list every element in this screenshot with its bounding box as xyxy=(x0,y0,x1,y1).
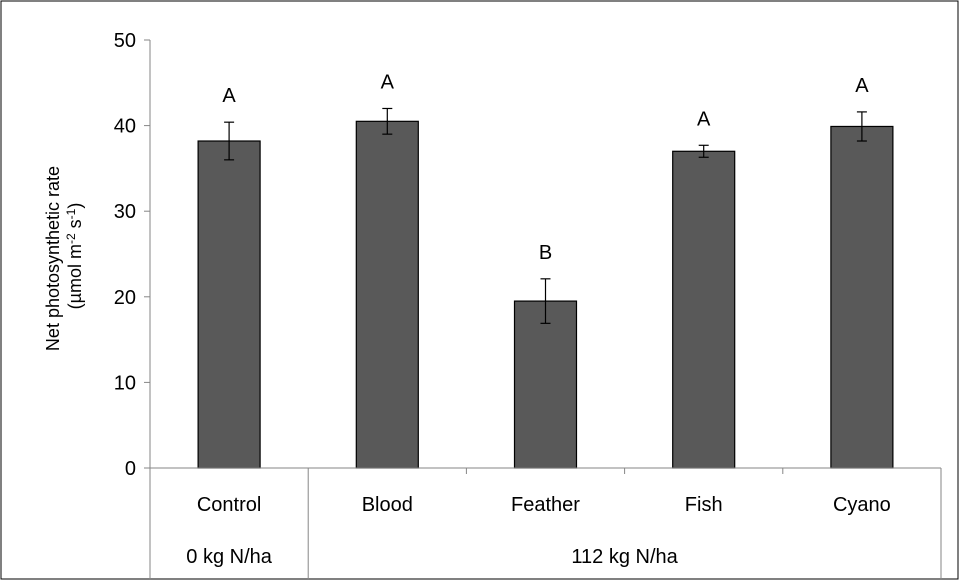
y-axis-label-close: ) xyxy=(65,203,85,209)
significance-letter: B xyxy=(539,242,552,264)
y-tick-label: 40 xyxy=(114,116,136,138)
group-label: 0 kg N/ha xyxy=(186,546,272,568)
bar xyxy=(197,140,261,469)
y-tick-label: 20 xyxy=(114,287,136,309)
y-tick-label: 0 xyxy=(125,458,136,480)
category-label: Feather xyxy=(511,494,580,516)
y-tick-labels: 0 10 20 30 40 50 xyxy=(114,30,136,480)
significance-letters: A A B A A xyxy=(222,71,869,263)
y-axis-label-line1: Net photosynthetic rate xyxy=(43,166,63,351)
category-label: Blood xyxy=(362,494,413,516)
y-axis xyxy=(144,39,151,469)
bars xyxy=(197,120,894,469)
error-bars xyxy=(224,107,867,324)
y-axis-label-line2: (µmol m-2 s-1) xyxy=(64,203,85,310)
significance-letter: A xyxy=(855,75,869,97)
significance-letter: A xyxy=(222,85,236,107)
y-axis-label-sup2: -1 xyxy=(64,208,78,219)
bar xyxy=(830,125,894,469)
category-label: Fish xyxy=(685,494,723,516)
y-axis-label-unit-s: s xyxy=(65,219,85,233)
significance-letter: A xyxy=(381,71,395,93)
group-label: 112 kg N/ha xyxy=(571,546,678,568)
y-axis-label-sup1: -2 xyxy=(64,233,78,244)
bar xyxy=(355,120,419,469)
y-axis-label: Net photosynthetic rate (µmol m-2 s-1) xyxy=(43,161,85,351)
y-axis-label-unit: (µmol m xyxy=(65,244,85,309)
y-tick-label: 50 xyxy=(114,30,136,52)
category-label: Control xyxy=(197,494,261,516)
y-tick-label: 10 xyxy=(114,372,136,394)
bar xyxy=(672,150,736,469)
category-label: Cyano xyxy=(833,494,891,516)
bar xyxy=(513,300,578,469)
significance-letter: A xyxy=(697,108,711,130)
x-axis xyxy=(149,467,942,580)
group-labels: 0 kg N/ha 112 kg N/ha xyxy=(186,546,678,568)
y-tick-label: 30 xyxy=(114,201,136,223)
category-labels: Control Blood Feather Fish Cyano xyxy=(197,494,891,516)
